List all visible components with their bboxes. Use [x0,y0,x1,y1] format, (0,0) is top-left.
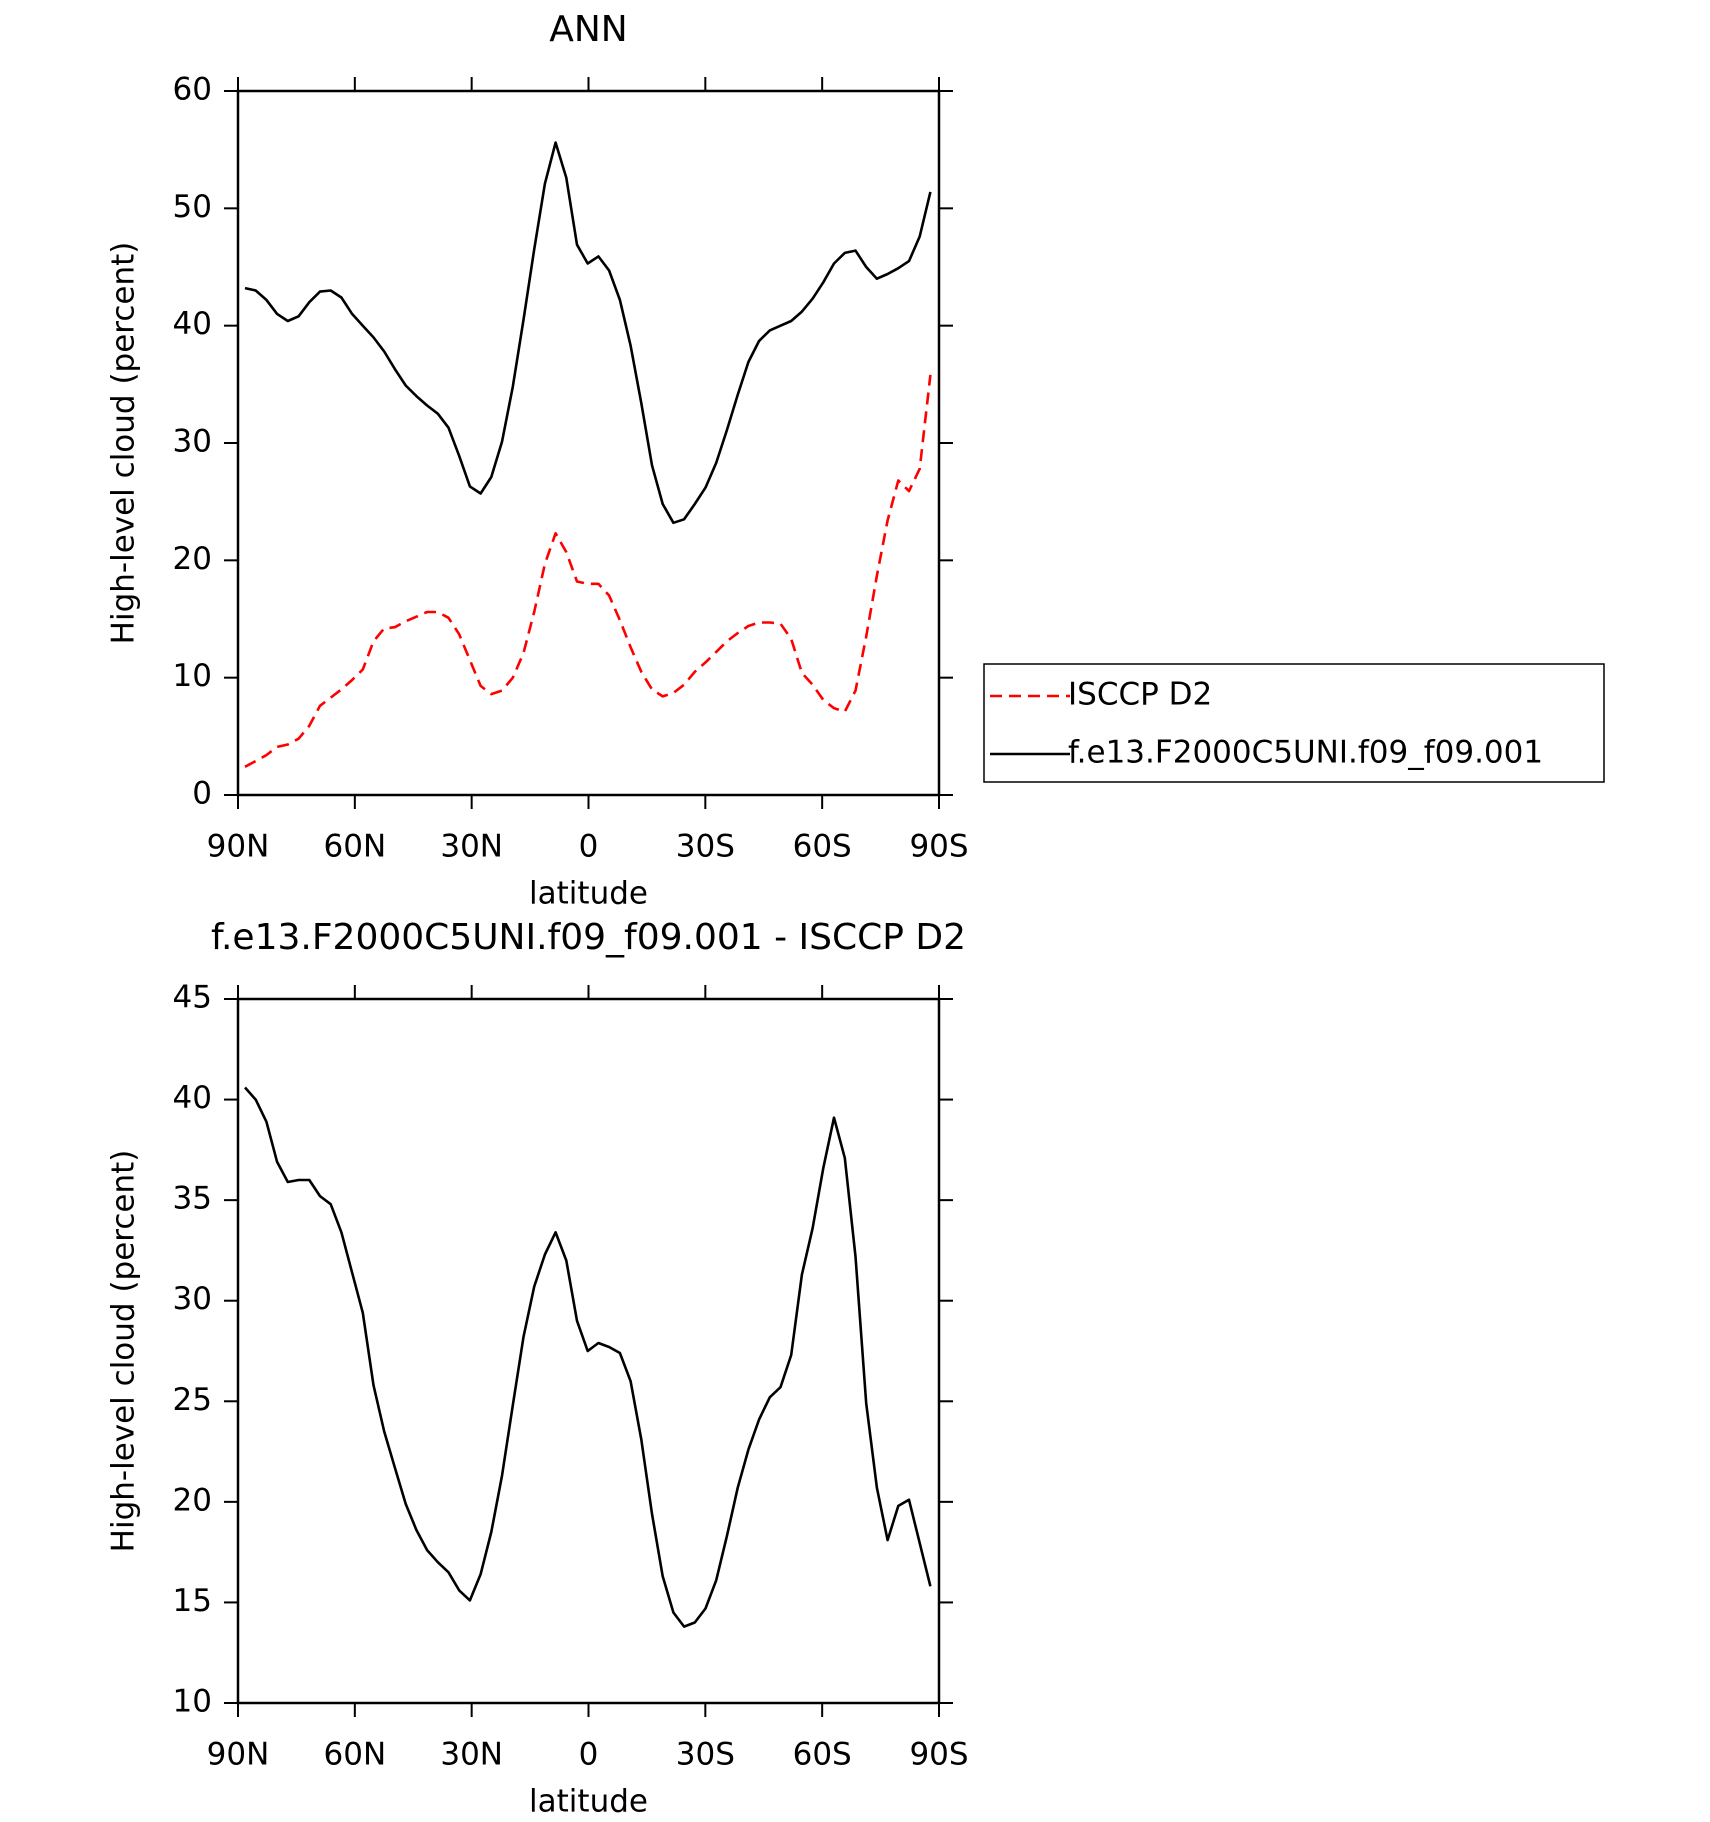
y-tick-label: 30 [173,1281,212,1317]
x-tick-label: 0 [579,1737,599,1773]
y-tick-label: 20 [173,1482,212,1518]
x-axis-label: latitude [529,1784,648,1820]
legend-label: ISCCP D2 [1068,677,1212,713]
x-tick-label: 30N [440,829,503,865]
x-axis-label: latitude [529,876,648,912]
y-tick-label: 35 [173,1181,212,1217]
x-tick-label: 30N [440,1737,503,1773]
y-tick-label: 0 [192,776,212,812]
data-line [244,1086,932,1628]
y-tick-label: 10 [173,658,212,694]
y-tick-label: 25 [173,1382,212,1418]
x-tick-label: 0 [579,829,599,865]
y-tick-label: 50 [173,189,212,225]
y-tick-label: 10 [173,1684,212,1720]
x-tick-label: 60N [324,829,387,865]
data-line [244,141,932,525]
x-tick-label: 60S [793,829,852,865]
y-tick-label: 30 [173,424,212,460]
data-line [244,374,932,768]
plot-frame [236,997,941,1705]
y-axis-label: High-level cloud (percent) [106,242,142,645]
y-axis-label: High-level cloud (percent) [106,1150,142,1553]
x-tick-label: 90N [207,1737,270,1773]
x-tick-label: 30S [676,1737,735,1773]
x-tick-label: 30S [676,829,735,865]
chart-title: f.e13.F2000C5UNI.f09_f09.001 - ISCCP D2 [211,917,966,958]
x-tick-label: 90S [909,1737,968,1773]
chart-title: ANN [549,9,628,50]
legend-box [983,663,1605,783]
y-tick-label: 15 [173,1583,212,1619]
y-tick-label: 20 [173,541,212,577]
y-tick-label: 40 [173,1080,212,1116]
x-tick-label: 90S [909,829,968,865]
y-tick-label: 45 [173,980,212,1016]
x-tick-label: 90N [207,829,270,865]
y-tick-label: 60 [173,72,212,108]
x-tick-label: 60N [324,1737,387,1773]
y-tick-label: 40 [173,306,212,342]
x-tick-label: 60S [793,1737,852,1773]
legend-label: f.e13.F2000C5UNI.f09_f09.001 [1068,735,1543,771]
plot-frame [236,89,941,797]
